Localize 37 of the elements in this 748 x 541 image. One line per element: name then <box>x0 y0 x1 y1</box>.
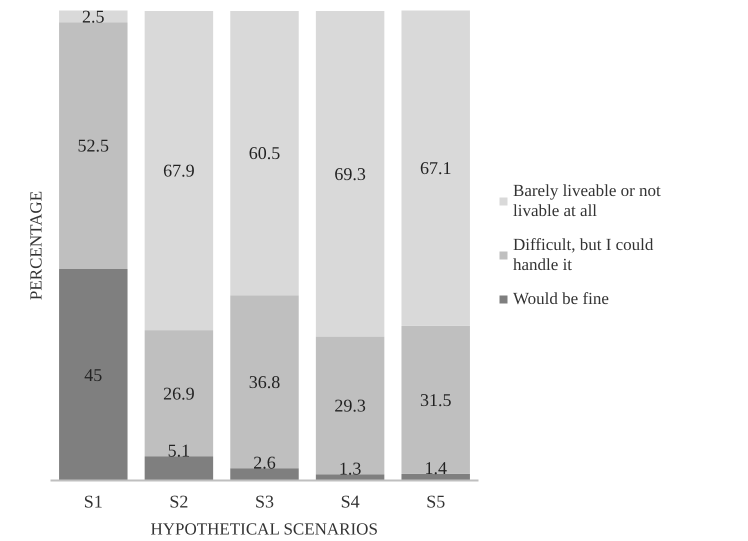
bar <box>59 22 128 269</box>
data-label: 5.1 <box>168 440 190 461</box>
data-label: 1.3 <box>338 458 362 478</box>
legend-label: Difficult, but I could handle it <box>513 235 654 275</box>
data-label: 36.8 <box>248 372 280 392</box>
data-label: 1.4 <box>424 458 447 478</box>
bar <box>144 456 214 480</box>
data-label: 69.3 <box>334 164 366 184</box>
y-axis-title: PERCENTAGE <box>26 190 46 300</box>
bar <box>316 10 384 337</box>
bar <box>401 10 470 326</box>
data-label: 2.6 <box>253 452 276 472</box>
x-tick-label: S1 <box>84 492 103 512</box>
bar <box>230 295 299 468</box>
bar <box>401 326 470 474</box>
data-label: 45 <box>84 364 102 385</box>
bar <box>144 10 214 330</box>
x-tick-label: S2 <box>169 492 188 512</box>
data-label: 31.5 <box>420 390 452 410</box>
data-label: 29.3 <box>334 396 366 416</box>
x-tick-label: S3 <box>254 492 274 512</box>
legend-label: Would be fine <box>513 289 609 309</box>
data-label: 67.1 <box>420 158 452 178</box>
x-tick-label: S5 <box>426 492 446 512</box>
bar <box>59 269 128 480</box>
x-axis-title: HYPOTHETICAL SCENARIOS <box>150 520 378 538</box>
legend-label: Barely liveable or not livable at all <box>513 181 661 221</box>
bar <box>59 10 128 22</box>
bar <box>144 330 214 457</box>
data-label: 52.5 <box>78 136 110 156</box>
x-tick-label: S4 <box>340 492 360 512</box>
data-label: 67.9 <box>163 160 195 181</box>
data-label: 2.5 <box>82 6 105 26</box>
data-label: 60.5 <box>248 143 280 164</box>
bar <box>316 336 384 474</box>
data-label: 26.9 <box>163 383 195 404</box>
bar <box>230 10 299 296</box>
